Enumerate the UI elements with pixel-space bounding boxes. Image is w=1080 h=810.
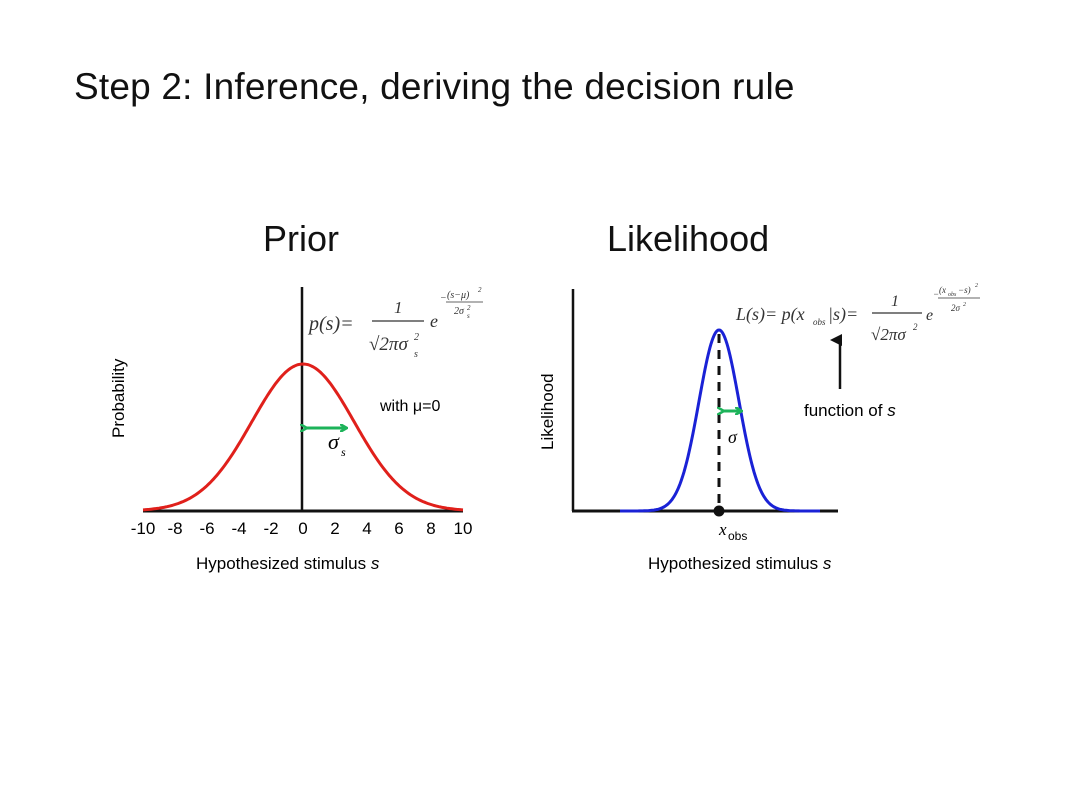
prior-sigma-subscript: s — [341, 445, 346, 459]
prior-tick-label: -8 — [167, 519, 182, 538]
likelihood-panel: σ x obs Hypothesized stimulus s Likeliho… — [538, 283, 980, 573]
prior-tick-label: -2 — [263, 519, 278, 538]
likelihood-formula-exp-num-sup: 2 — [975, 283, 978, 289]
likelihood-formula-exp-den-sup: 2 — [963, 302, 966, 308]
prior-tick-labels: -10 -8 -6 -4 -2 0 2 4 6 8 10 — [131, 519, 473, 538]
prior-formula-exp-den-sup: 2 — [467, 304, 471, 312]
prior-tick-label: 8 — [426, 519, 435, 538]
likelihood-formula-den-sup: 2 — [913, 322, 918, 332]
function-of-s-annotation: function of s — [804, 401, 896, 420]
prior-formula-exp-den: 2σ — [454, 306, 465, 317]
prior-panel-title: Prior — [263, 218, 340, 259]
prior-tick-label: 0 — [298, 519, 307, 538]
prior-tick-label: 2 — [330, 519, 339, 538]
likelihood-formula-exp-num-end: −s) — [958, 285, 971, 295]
prior-formula-exp-num: (s−μ) — [447, 290, 470, 301]
prior-formula-denominator: √2πσ — [369, 334, 408, 355]
prior-formula-lhs: p(s)= — [307, 313, 354, 335]
likelihood-formula-lhs-sub: obs — [813, 317, 826, 327]
x-obs-subscript: obs — [728, 529, 747, 543]
x-obs-label: x — [718, 520, 727, 539]
prior-tick-label: -6 — [199, 519, 214, 538]
prior-tick-label: 10 — [454, 519, 473, 538]
prior-formula-den-sub: s — [414, 349, 418, 360]
prior-formula-e: e — [430, 311, 438, 331]
likelihood-formula-exp-num-sub: obs — [948, 292, 957, 298]
likelihood-formula-lhs: L(s)= p(x — [735, 304, 805, 325]
prior-gaussian-curve — [142, 362, 464, 512]
likelihood-formula-exp-num: (x — [939, 285, 946, 295]
prior-x-axis-label: Hypothesized stimulus s — [196, 554, 380, 573]
likelihood-formula-lhs-mid: |s)= — [828, 304, 858, 325]
likelihood-formula-numerator: 1 — [891, 293, 899, 310]
prior-y-axis-label: Probability — [109, 358, 128, 438]
likelihood-formula: L(s)= p(x obs |s)= 1 √2πσ 2 e − (x obs −… — [735, 283, 980, 344]
slide-title: Step 2: Inference, deriving the decision… — [74, 66, 795, 107]
prior-formula: p(s)= 1 √2πσ 2 s e − (s−μ) 2 2σ 2 s — [307, 286, 483, 360]
prior-mu-annotation: with μ=0 — [379, 398, 440, 415]
prior-formula-exp-den-sub: s — [467, 312, 470, 320]
prior-tick-label: -4 — [231, 519, 246, 538]
likelihood-gaussian-curve — [620, 328, 820, 513]
prior-formula-den-sup: 2 — [414, 332, 419, 343]
likelihood-y-axis-label: Likelihood — [538, 373, 557, 450]
prior-panel: σ s with μ=0 -10 -8 -6 -4 -2 0 2 4 6 8 10 Hypothes… — [109, 286, 483, 573]
prior-formula-exp-num-sup: 2 — [478, 286, 482, 294]
prior-formula-numerator: 1 — [394, 298, 403, 317]
prior-tick-label: -10 — [131, 519, 156, 538]
prior-sigma-label: σ — [328, 429, 340, 454]
likelihood-panel-title: Likelihood — [607, 218, 770, 259]
prior-formula-exp-minus: − — [440, 293, 447, 304]
prior-tick-label: 4 — [362, 519, 371, 538]
likelihood-formula-exp-minus: − — [933, 289, 939, 299]
likelihood-formula-exp-den: 2σ — [951, 303, 961, 313]
prior-tick-label: 6 — [394, 519, 403, 538]
likelihood-x-axis-label: Hypothesized stimulus s — [648, 554, 832, 573]
x-obs-marker — [713, 505, 725, 517]
likelihood-formula-denominator: √2πσ — [871, 325, 906, 344]
likelihood-sigma-label: σ — [728, 427, 738, 447]
likelihood-formula-e: e — [926, 307, 933, 324]
